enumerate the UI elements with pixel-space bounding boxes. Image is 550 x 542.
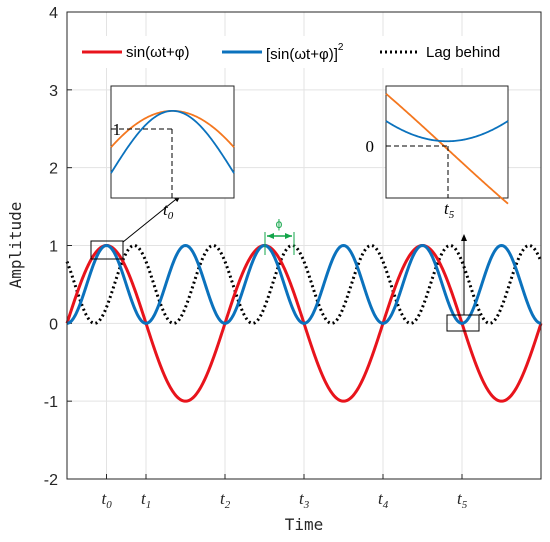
legend-label-lag: Lag behind [426, 44, 500, 61]
legend: sin(ωt+φ) [sin(ωt+φ)]2 Lag behind [68, 36, 540, 68]
inset-right-value-label: 0 [366, 137, 375, 156]
legend-box [68, 36, 540, 68]
y-tick-label: 0 [49, 316, 58, 333]
x-tick-label-sub: 3 [303, 499, 310, 511]
x-tick-label: t1 [141, 489, 151, 511]
inset-right-time-sub: 5 [449, 209, 455, 221]
x-tick-label-sub: 4 [383, 499, 389, 511]
x-tick-label-base: t [220, 489, 226, 508]
plot-frame [66, 11, 542, 480]
inset-right-sin-curve [385, 93, 509, 205]
y-tick-label: 2 [49, 161, 58, 178]
y-tick-label: 4 [49, 5, 58, 22]
x-tick-label-sub: 0 [106, 499, 112, 511]
x-tick-label-base: t [457, 489, 463, 508]
highlight-box-t0 [90, 240, 124, 260]
inset-right: 0 t5 [366, 85, 509, 221]
x-tick-label-base: t [141, 489, 147, 508]
y-tick-label: 1 [49, 239, 58, 256]
phi-label: ϕ [276, 217, 283, 231]
inset-left-curves [110, 109, 235, 174]
inset-left-time-base: t [163, 200, 169, 219]
x-tick-label-base: t [102, 489, 108, 508]
highlight-box-t5 [446, 314, 480, 332]
x-tick-label: t0 [102, 489, 113, 511]
legend-label-sin-squared: [sin(ωt+φ)]2 [266, 42, 344, 63]
inset-left-sin-squared-curve [110, 109, 235, 174]
y-tick-label: -1 [44, 394, 58, 411]
inset-left: 1 t0 [110, 85, 235, 222]
x-tick-label: t5 [457, 489, 468, 511]
legend-label-sin: sin(ωt+φ) [126, 44, 190, 61]
x-tick-label: t2 [220, 489, 231, 511]
x-tick-label-sub: 1 [146, 499, 152, 511]
y-axis-title: Amplitude [6, 202, 25, 289]
y-tick-label: -2 [44, 472, 58, 489]
x-tick-label-sub: 2 [225, 499, 231, 511]
series-group [65, 243, 543, 403]
inset-right-sin-squared-curve [385, 120, 509, 143]
inset-right-curves [385, 93, 509, 205]
x-tick-label-base: t [378, 489, 384, 508]
inset-right-time-label: t5 [444, 199, 455, 221]
x-tick-labels: t0 t1 t2 t3 t4 t5 [102, 474, 468, 511]
inset-left-time-label: t0 [163, 200, 174, 222]
inset-left-value-label: 1 [113, 120, 122, 139]
y-tick-labels: -2 -1 0 1 2 3 4 [44, 5, 72, 489]
inset-left-time-sub: 0 [168, 210, 174, 222]
arrow-to-inset-left [122, 195, 181, 243]
x-tick-label-sub: 5 [462, 499, 468, 511]
legend-label-sin-squared-main: [sin(ωt+φ)] [266, 46, 338, 63]
inset-right-time-base: t [444, 199, 450, 218]
series-sin-squared-line [66, 243, 542, 325]
y-tick-label: 3 [49, 83, 58, 100]
x-axis-title: Time [285, 515, 324, 534]
legend-label-sin-squared-sup: 2 [338, 42, 344, 53]
x-tick-label: t3 [299, 489, 310, 511]
x-tick-label-base: t [299, 489, 305, 508]
x-tick-label: t4 [378, 489, 389, 511]
